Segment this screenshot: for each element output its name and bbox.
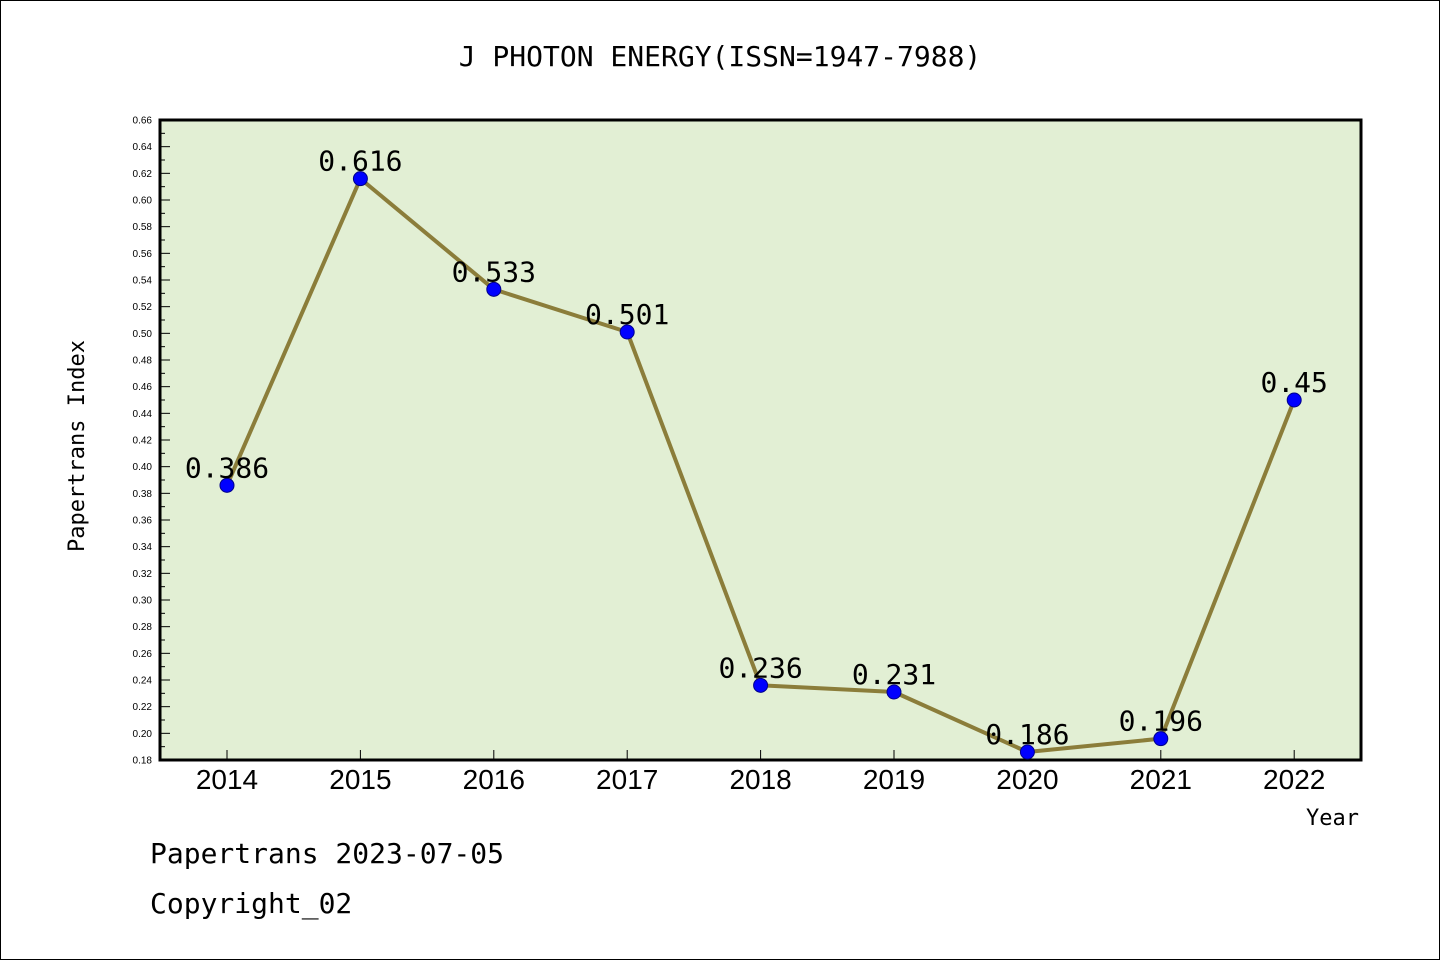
data-label: 0.236: [718, 651, 802, 684]
data-label: 0.196: [1119, 705, 1203, 738]
y-tick-label: 0.54: [133, 276, 153, 287]
y-tick-label: 0.32: [133, 569, 153, 580]
y-tick-label: 0.56: [133, 249, 153, 260]
x-tick-label: 2020: [996, 764, 1058, 795]
y-tick-label: 0.58: [133, 222, 153, 233]
data-point: [352, 171, 368, 187]
data-label: 0.501: [585, 298, 669, 331]
data-label: 0.616: [318, 145, 402, 178]
y-tick-label: 0.26: [133, 649, 153, 660]
data-point: [619, 324, 635, 340]
x-tick-label: 2021: [1130, 764, 1192, 795]
chart-title: J PHOTON ENERGY(ISSN=1947-7988): [459, 40, 982, 73]
y-tick-label: 0.42: [133, 436, 153, 447]
data-labels: 0.386 0.616 0.533 0.501 0.236 0.231 0.186 0.196…: [185, 145, 1328, 751]
x-tick-label: 2017: [596, 764, 658, 795]
data-label: 0.386: [185, 451, 269, 484]
data-point: [219, 477, 235, 493]
data-point: [886, 684, 902, 700]
y-tick-label: 0.30: [133, 596, 153, 607]
y-tick-label: 0.52: [133, 302, 153, 313]
plot-area: [158, 118, 1363, 762]
y-tick-label: 0.24: [133, 676, 153, 687]
y-axis: 0.18 0.20 0.22 0.24 0.26 0.28 0.30 0.32 0.34 0.36…: [133, 116, 170, 767]
y-tick-label: 0.48: [133, 356, 153, 367]
footer-copyright: Copyright_02: [150, 887, 352, 921]
y-tick-label: 0.66: [133, 116, 153, 127]
y-tick-label: 0.34: [133, 542, 153, 553]
data-point: [753, 677, 769, 693]
y-tick-label: 0.44: [133, 409, 153, 420]
x-axis-label: Year: [1306, 806, 1359, 831]
y-tick-label: 0.60: [133, 196, 153, 207]
data-point: [1153, 731, 1169, 747]
data-label: 0.45: [1260, 366, 1327, 399]
x-tick-label: 2019: [863, 764, 925, 795]
y-tick-label: 0.18: [133, 756, 153, 767]
x-tick-label: 2014: [196, 764, 258, 795]
data-point: [1019, 744, 1035, 760]
x-tick-label: 2022: [1263, 764, 1325, 795]
y-tick-label: 0.64: [133, 142, 153, 153]
data-point: [1286, 392, 1302, 408]
y-tick-label: 0.46: [133, 382, 153, 393]
y-tick-label: 0.50: [133, 329, 153, 340]
y-axis-label: Papertrans Index: [65, 340, 90, 552]
y-tick-label: 0.40: [133, 462, 153, 473]
series: [219, 171, 1302, 760]
y-tick-label: 0.36: [133, 516, 153, 527]
data-label: 0.533: [452, 255, 536, 288]
y-tick-label: 0.62: [133, 169, 153, 180]
data-point: [486, 281, 502, 297]
y-tick-label: 0.22: [133, 702, 153, 713]
footer-date: Papertrans 2023-07-05: [150, 837, 504, 870]
y-tick-label: 0.28: [133, 622, 153, 633]
x-tick-label: 2016: [463, 764, 525, 795]
x-axis: 2014 2015 2016 2017 2018 2019 2020 2021 2022: [196, 750, 1325, 795]
y-tick-label: 0.20: [133, 729, 153, 740]
y-tick-label: 0.38: [133, 489, 153, 500]
x-tick-label: 2015: [329, 764, 391, 795]
x-tick-label: 2018: [729, 764, 791, 795]
data-label: 0.231: [852, 658, 936, 691]
data-label: 0.186: [985, 718, 1069, 751]
